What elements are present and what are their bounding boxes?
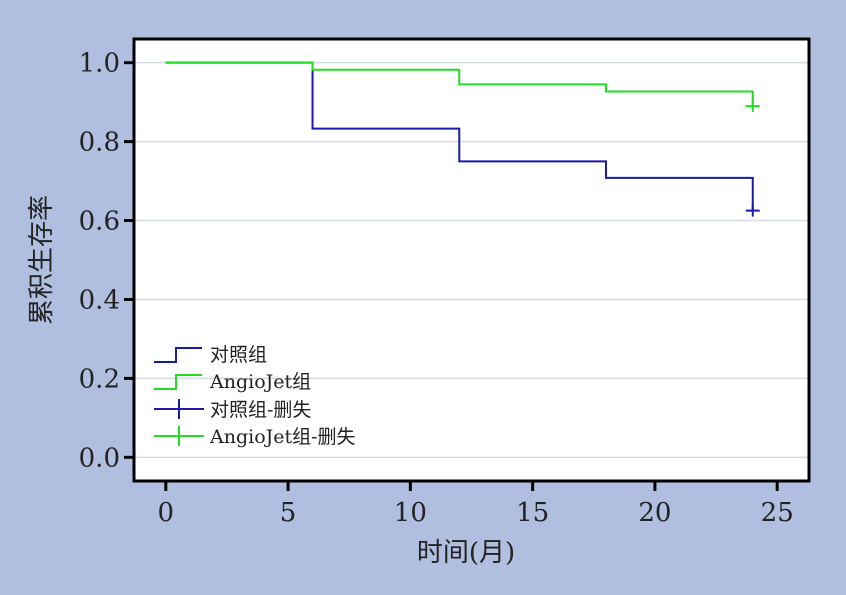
y-tick-label: 0.0: [79, 443, 120, 473]
legend-censor-symbol: [154, 399, 204, 419]
legend-label: AngioJet组-删失: [209, 426, 356, 448]
grid-lines: [134, 61, 809, 459]
legend-label: AngioJet组: [209, 371, 311, 393]
plot-area: [134, 39, 809, 481]
y-tick-label: 0.4: [79, 285, 120, 315]
y-tick-label: 0.2: [79, 364, 120, 394]
plot-frame: [132, 37, 811, 483]
x-tick-label: 0: [158, 498, 175, 528]
censor-mark-1: [745, 100, 760, 113]
series-layer: [165, 61, 760, 217]
x-tick-label: 5: [280, 498, 297, 528]
x-tick-label: 15: [516, 498, 549, 528]
legend-step-symbol: [154, 347, 202, 363]
x-tick-label: 20: [638, 498, 671, 528]
y-axis-title: 累积生存率: [27, 195, 57, 325]
legend-label: 对照组: [210, 344, 267, 366]
y-tick-label: 0.6: [79, 207, 120, 237]
censor-mark-0: [745, 204, 760, 217]
legend-step-symbol: [154, 374, 202, 390]
series-line-0: [165, 61, 754, 211]
x-tick-label: 25: [761, 498, 794, 528]
x-axis-title: 时间(月): [417, 538, 515, 568]
legend-censor-symbol: [154, 426, 204, 446]
axis-ticks: 0.0 0.2 0.4 0.6 0.8 1.0 0 5 10 15 20 25: [79, 49, 794, 528]
legend-label: 对照组-删失: [210, 399, 311, 421]
series-line-1: [165, 61, 754, 107]
x-tick-label: 10: [394, 498, 427, 528]
y-tick-label: 0.8: [79, 128, 120, 158]
y-tick-label: 1.0: [79, 49, 120, 79]
